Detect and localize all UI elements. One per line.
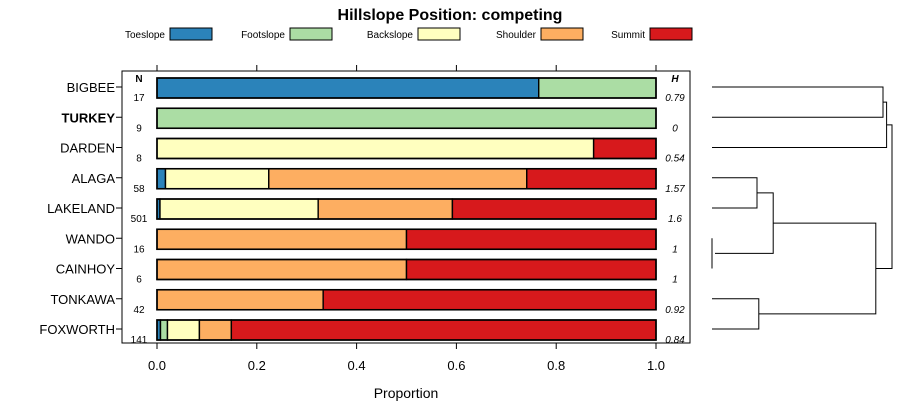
- n-value: 141: [131, 335, 148, 346]
- bar-outline: [156, 167, 657, 190]
- x-tick-label: 1.0: [647, 358, 665, 373]
- x-axis-label: Proportion: [374, 385, 439, 401]
- bar-segment-footslope: [156, 107, 657, 129]
- dendro-link: [715, 192, 774, 254]
- bar-segment-backslope: [156, 137, 595, 160]
- h-value: 0.79: [665, 93, 685, 104]
- bar-segment-summit: [592, 137, 657, 160]
- legend-swatch-summit: [649, 27, 693, 41]
- h-value: 0: [672, 123, 678, 134]
- category-label: ALAGA: [72, 171, 116, 186]
- bar-outline: [156, 198, 657, 220]
- dendro-link: [712, 86, 884, 118]
- bar-segment-shoulder: [317, 198, 454, 220]
- bar-outline: [156, 319, 657, 341]
- bar-segment-summit: [405, 228, 657, 250]
- bar-segment-summit: [322, 289, 657, 311]
- dendro-link: [758, 222, 877, 315]
- h-value: 1: [672, 275, 678, 286]
- x-tick-label: 0.4: [348, 358, 366, 373]
- legend: Toeslope Footslope Backslope Shoulder Summit: [125, 27, 693, 41]
- bar-segment-shoulder: [268, 168, 528, 190]
- bar-outline: [156, 107, 657, 130]
- bar-outline: [156, 228, 657, 251]
- x-tick-label: 0.0: [148, 358, 166, 373]
- n-value: 6: [136, 275, 142, 286]
- dendro-link: [712, 101, 888, 148]
- h-header: H: [671, 74, 679, 85]
- bar-segment-footslope: [538, 77, 657, 99]
- bar-segment-backslope: [159, 198, 319, 220]
- dendro-link: [712, 177, 758, 209]
- n-value: 17: [133, 93, 145, 104]
- legend-swatch-backslope: [417, 27, 461, 41]
- legend-label-shoulder: Shoulder: [496, 30, 537, 41]
- bar-segment-backslope: [166, 319, 201, 341]
- plot-frame: [121, 70, 691, 344]
- x-tick-label: 0.6: [447, 358, 465, 373]
- h-value: 1.57: [665, 184, 685, 195]
- h-value: 1: [672, 244, 678, 255]
- legend-swatch-toeslope: [169, 27, 213, 41]
- category-label: BIGBEE: [67, 80, 116, 95]
- dendrogram: [711, 86, 893, 330]
- category-label: DARDEN: [60, 141, 115, 156]
- dendro-link: [712, 298, 760, 330]
- legend-swatch-footslope: [289, 27, 333, 41]
- bar-segment-shoulder: [156, 228, 408, 250]
- n-value: 16: [133, 244, 145, 255]
- category-label: TURKEY: [62, 110, 116, 125]
- bar-segment-summit: [451, 198, 657, 220]
- legend-swatch-shoulder: [540, 27, 584, 41]
- bar-segment-summit: [526, 168, 657, 190]
- category-label: WANDO: [66, 231, 115, 246]
- category-label: TONKAWA: [50, 292, 115, 307]
- bar-outline: [156, 258, 657, 281]
- category-label: CAINHOY: [56, 262, 116, 277]
- bar-segment-toeslope: [156, 77, 540, 99]
- bar-outline: [156, 77, 657, 99]
- h-value: 0.84: [665, 335, 685, 346]
- n-header: N: [135, 74, 142, 85]
- legend-label-backslope: Backslope: [367, 30, 414, 41]
- n-value: 9: [136, 123, 142, 134]
- h-value: 1.6: [668, 214, 682, 225]
- n-value: 501: [131, 214, 148, 225]
- bar-segment-footslope: [159, 319, 169, 341]
- h-value: 0.92: [665, 305, 685, 316]
- bar-segment-shoulder: [198, 319, 233, 341]
- bar-segment-summit: [230, 319, 657, 341]
- legend-label-toeslope: Toeslope: [125, 30, 165, 41]
- category-label: FOXWORTH: [39, 322, 115, 337]
- legend-label-footslope: Footslope: [241, 30, 285, 41]
- bar-segment-backslope: [164, 168, 270, 190]
- x-tick-label: 0.8: [547, 358, 565, 373]
- bar-segment-shoulder: [156, 289, 324, 311]
- n-value: 58: [133, 184, 145, 195]
- bar-segment-summit: [405, 258, 657, 281]
- x-tick-label: 0.2: [248, 358, 266, 373]
- h-value: 0.54: [665, 154, 685, 165]
- bar-outline: [156, 137, 657, 160]
- dendro-link: [875, 124, 893, 269]
- bar-outline: [156, 288, 657, 311]
- bar-segment-shoulder: [156, 258, 408, 281]
- n-value: 42: [133, 305, 145, 316]
- bar-segment-toeslope: [156, 168, 167, 190]
- n-value: 8: [136, 154, 142, 165]
- chart-title: Hillslope Position: competing: [338, 7, 563, 24]
- category-label: LAKELAND: [47, 201, 115, 216]
- legend-label-summit: Summit: [611, 30, 645, 41]
- plot-area: 0.0 0.2 0.4 0.6 0.8 1.0 N H BIGBEE 17 0.79 TURKEY 9 0…: [39, 65, 691, 373]
